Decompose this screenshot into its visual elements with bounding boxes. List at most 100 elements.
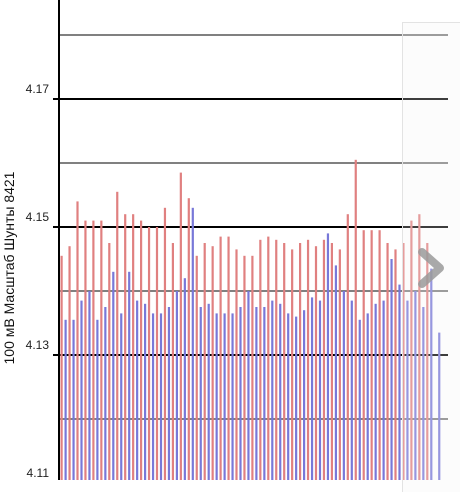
series-b-bar xyxy=(191,207,194,480)
series-b-bar xyxy=(144,303,147,480)
series-b-bar xyxy=(366,313,369,480)
gridlines xyxy=(53,34,448,420)
series-b-bar xyxy=(175,291,178,480)
series-a-bar xyxy=(68,246,71,480)
series-a-bar xyxy=(60,255,63,480)
series-a-bar xyxy=(203,243,206,480)
series-a-bar xyxy=(195,255,198,480)
series-b-bar xyxy=(64,319,67,480)
series-b-bar xyxy=(390,259,393,480)
series-b-bar xyxy=(358,319,361,480)
series-a-bar xyxy=(418,214,421,480)
series-b-bars xyxy=(64,207,441,480)
series-a-bar xyxy=(386,243,389,480)
series-b-bar xyxy=(303,310,306,480)
series-b-bar xyxy=(136,300,139,480)
series-b-bar xyxy=(255,307,258,480)
series-a-bar xyxy=(108,243,111,480)
series-a-bar xyxy=(306,239,310,480)
series-a-bar xyxy=(354,159,357,480)
series-a-bar xyxy=(259,239,262,480)
series-a-bar xyxy=(92,220,95,480)
series-a-bar xyxy=(155,227,159,480)
series-a-bar xyxy=(283,243,286,480)
series-a-bar xyxy=(251,255,254,480)
series-b-bar xyxy=(215,313,218,480)
series-a-bar xyxy=(163,207,167,480)
series-b-bar xyxy=(239,307,242,480)
series-b-bar xyxy=(104,307,107,480)
series-a-bar xyxy=(291,249,294,480)
series-a-bar xyxy=(394,249,397,480)
series-a-bar xyxy=(147,227,151,480)
series-b-bar xyxy=(310,297,314,480)
series-a-bar xyxy=(426,243,429,480)
series-a-bar xyxy=(314,246,318,480)
series-b-bar xyxy=(159,313,163,480)
series-a-bar xyxy=(211,246,214,480)
y-axis-label: 100 мВ Масштаб Шунты 8421 xyxy=(1,171,17,364)
series-b-bar xyxy=(120,313,123,480)
series-b-bar xyxy=(271,300,274,480)
series-b-bar xyxy=(247,291,250,480)
y-tick-label: 4.17 xyxy=(26,82,50,96)
series-a-bar xyxy=(322,239,326,480)
series-a-bar xyxy=(124,214,127,480)
series-b-bar xyxy=(287,313,290,480)
series-a-bar xyxy=(410,220,413,480)
series-b-bar xyxy=(414,291,417,480)
series-a-bar xyxy=(227,236,230,480)
series-b-bar xyxy=(438,332,441,480)
series-b-bar xyxy=(151,313,155,480)
series-a-bar xyxy=(179,172,182,480)
series-b-bar xyxy=(231,313,234,480)
series-a-bar xyxy=(370,230,373,480)
series-b-bar xyxy=(406,300,409,480)
series-b-bar xyxy=(183,278,186,480)
series-a-bar xyxy=(275,239,278,480)
series-b-bar xyxy=(382,300,385,480)
series-b-bar xyxy=(167,307,171,480)
y-tick-label: 4.13 xyxy=(26,338,50,352)
chevron-right-icon[interactable] xyxy=(414,246,450,290)
series-a-bars xyxy=(60,159,429,480)
series-b-bar xyxy=(374,303,377,480)
y-tick-labels: 4.11 4.13 4.15 4.17 xyxy=(26,82,50,480)
series-a-bar xyxy=(346,214,349,480)
series-b-bar xyxy=(295,316,298,480)
series-a-bar xyxy=(140,220,143,480)
series-b-bar xyxy=(128,271,131,480)
series-b-bar xyxy=(112,271,115,480)
series-b-bar xyxy=(199,307,202,480)
series-b-bar xyxy=(72,319,75,480)
series-b-bar xyxy=(318,300,322,480)
series-b-bar xyxy=(342,291,345,480)
y-tick-label: 4.15 xyxy=(26,210,50,224)
series-a-bar xyxy=(132,214,135,480)
series-a-bar xyxy=(84,220,87,480)
series-b-bar xyxy=(207,303,210,480)
series-b-bar xyxy=(398,284,401,480)
series-a-bar xyxy=(116,191,119,480)
series-a-bar xyxy=(330,243,333,480)
series-a-bar xyxy=(171,243,174,480)
y-tick-label: 4.11 xyxy=(27,466,50,480)
series-b-bar xyxy=(96,319,99,480)
series-b-bar xyxy=(88,291,91,480)
series-a-bar xyxy=(267,236,270,480)
series-b-bar xyxy=(350,300,353,480)
series-a-bar xyxy=(299,243,302,480)
series-b-bar xyxy=(334,265,337,480)
series-b-bar xyxy=(279,303,282,480)
series-b-bar xyxy=(422,307,425,480)
series-a-bar xyxy=(235,249,238,480)
series-a-bar xyxy=(362,230,365,480)
series-a-bar xyxy=(243,255,246,480)
series-a-bar xyxy=(219,236,222,480)
series-a-bar xyxy=(187,198,190,480)
series-a-bar xyxy=(402,243,405,480)
series-b-bar xyxy=(430,268,433,480)
series-b-bar xyxy=(326,233,330,480)
bar-chart: 4.11 4.13 4.15 4.17 100 мВ Масштаб Шунты 84… xyxy=(1,0,448,480)
series-b-bar xyxy=(223,313,226,480)
